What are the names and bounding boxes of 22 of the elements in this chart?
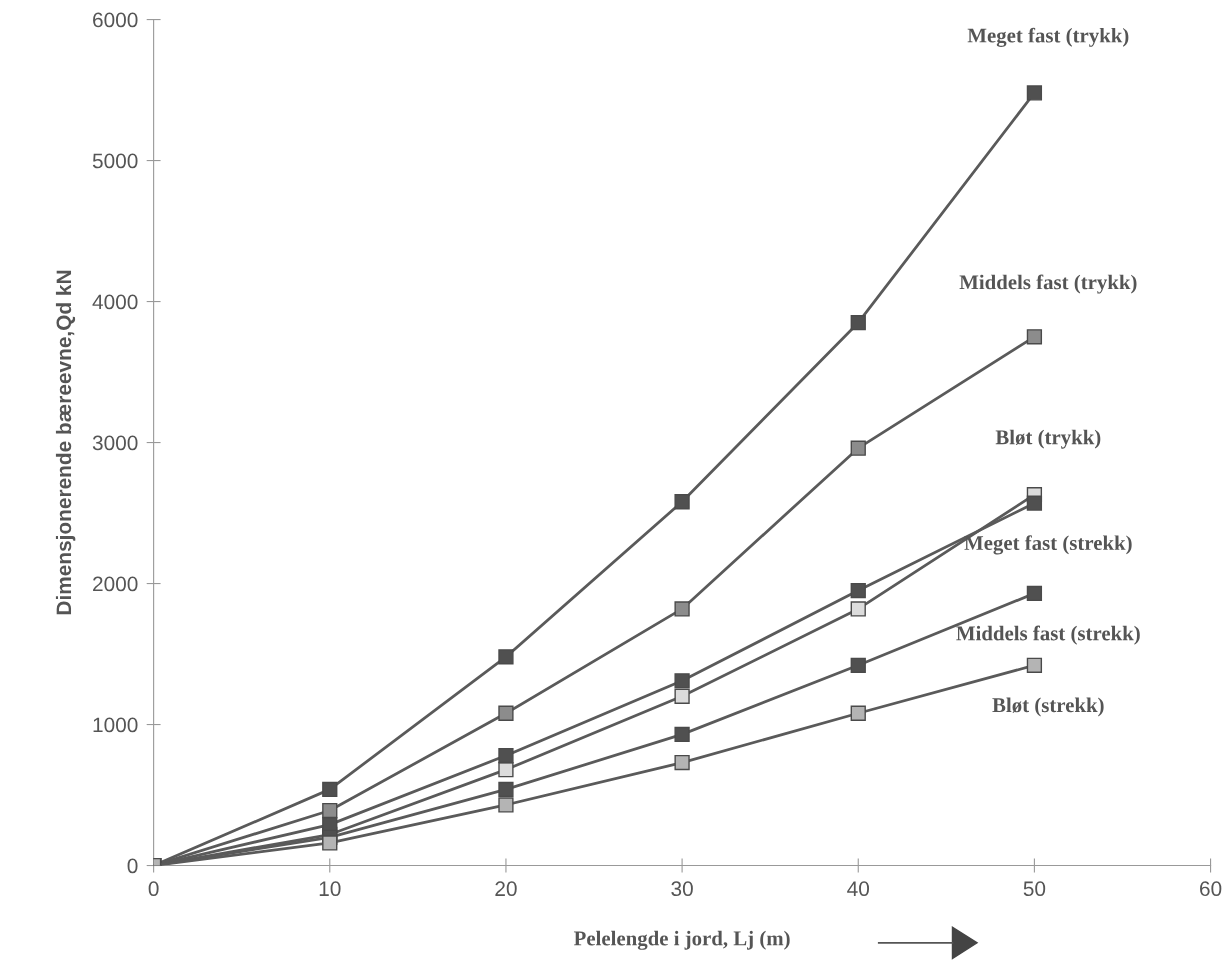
x-axis-title: Pelelengde i jord, Lj (m): [573, 930, 790, 950]
text: Middels fast (trykk): [959, 274, 1137, 294]
x-tick-label: 50: [1023, 881, 1046, 897]
series-label: Bløt (strekk): [992, 697, 1104, 717]
y-tick-label: 1000: [93, 717, 138, 733]
series-label: Meget fast (strekk): [964, 535, 1132, 555]
y-tick-label: 5000: [92, 153, 138, 169]
y-tick-label: 0: [127, 858, 138, 874]
series-label: Middels fast (strekk): [956, 625, 1140, 645]
y-tick-label: 2000: [93, 576, 138, 592]
x-tick-label: 60: [1200, 881, 1222, 897]
x-tick-label: 40: [847, 881, 870, 897]
x-tick-label: 10: [319, 881, 341, 897]
y-tick-label: 6000: [93, 12, 138, 28]
text: Bløt (trykk): [995, 429, 1101, 449]
y-tick-label: 4000: [92, 294, 138, 310]
y-tick-label: 3000: [92, 435, 138, 451]
text: Meget fast (trykk): [967, 27, 1129, 47]
x-tick-label: 30: [671, 881, 693, 897]
y-axis-title: Dimensjonerende bæreevne,Qd kN: [55, 270, 76, 615]
x-tick-label: 0: [148, 881, 159, 897]
x-tick-label: 20: [495, 881, 517, 897]
